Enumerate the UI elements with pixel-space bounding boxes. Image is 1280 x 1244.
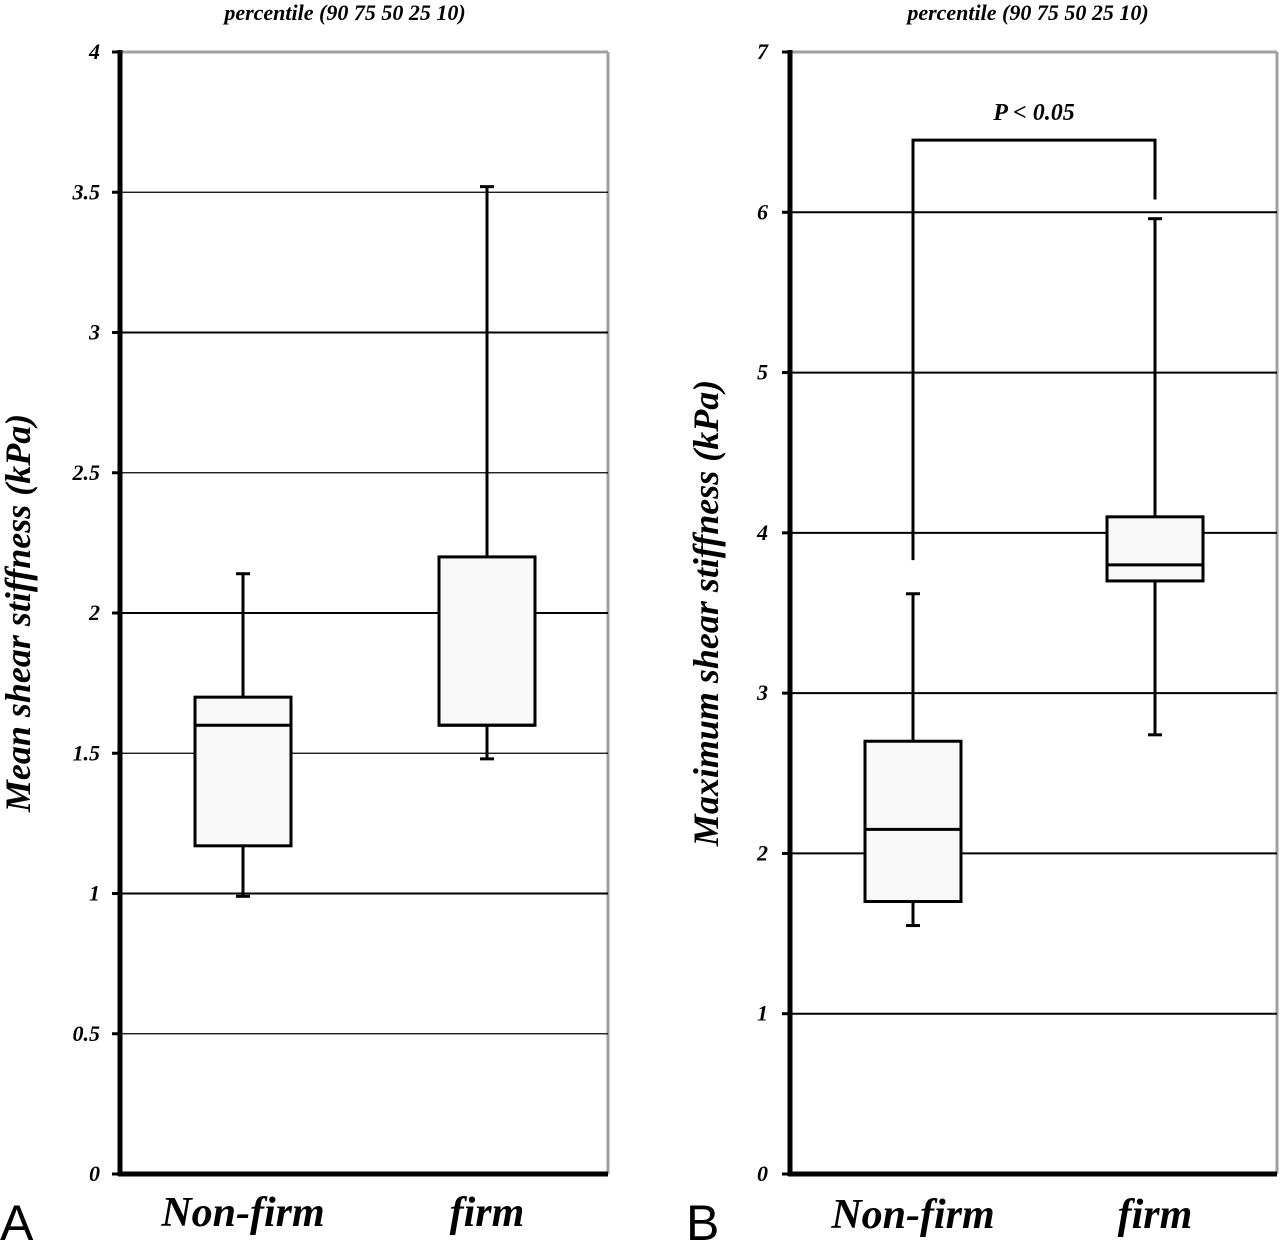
- y-tick-label: 3: [756, 680, 768, 705]
- significance-label: P < 0.05: [992, 100, 1074, 126]
- y-tick-label: 4: [756, 520, 768, 545]
- box-iqr: [863, 739, 963, 904]
- y-tick-label: 0: [89, 1161, 100, 1186]
- y-tick-label: 1: [89, 881, 100, 906]
- box-firm: [1105, 217, 1205, 737]
- y-axis-label: Maximum shear stiffness (kPa): [686, 380, 726, 847]
- box-firm: [437, 185, 537, 761]
- y-tick-label: 2: [756, 840, 768, 865]
- y-tick-label: 1: [757, 1001, 768, 1026]
- x-category-label: Non-firm: [160, 1190, 324, 1236]
- box-iqr: [1105, 515, 1205, 583]
- panel-letter: B: [686, 1195, 719, 1244]
- x-category-label: firm: [450, 1190, 525, 1236]
- x-category-label: Non-firm: [830, 1192, 994, 1238]
- y-tick-label: 4: [88, 39, 100, 64]
- y-tick-label: 3: [88, 320, 100, 345]
- y-tick-label: 0.5: [73, 1021, 101, 1046]
- y-tick-label: 1.5: [73, 740, 101, 765]
- y-tick-label: 0: [757, 1161, 768, 1186]
- box-non-firm: [193, 572, 293, 898]
- y-axis-label: Mean shear stiffness (kPa): [0, 414, 38, 813]
- x-category-label: firm: [1118, 1192, 1193, 1238]
- box-iqr: [437, 555, 537, 727]
- significance-bracket: [911, 138, 1157, 561]
- y-tick-label: 2: [88, 600, 100, 625]
- box-non-firm: [863, 592, 963, 928]
- chart-title: percentile (90 75 50 25 10): [222, 0, 465, 25]
- chart-panel-b: percentile (90 75 50 25 10) 0 1 2 3 4 5 6 7 Maxim…: [686, 0, 1279, 1244]
- chart-panel-a: percentile (90 75 50 25 10) 0 0.5 1 1.5 2 2.5 3…: [0, 0, 610, 1244]
- y-tick-label: 5: [757, 360, 768, 385]
- panel-letter: A: [0, 1195, 34, 1244]
- box-iqr: [193, 695, 293, 848]
- y-tick-label: 6: [757, 199, 768, 224]
- y-tick-label: 2.5: [72, 460, 101, 485]
- y-tick-label: 3.5: [72, 179, 101, 204]
- y-tick-label: 7: [757, 39, 769, 64]
- chart-title: percentile (90 75 50 25 10): [905, 0, 1148, 25]
